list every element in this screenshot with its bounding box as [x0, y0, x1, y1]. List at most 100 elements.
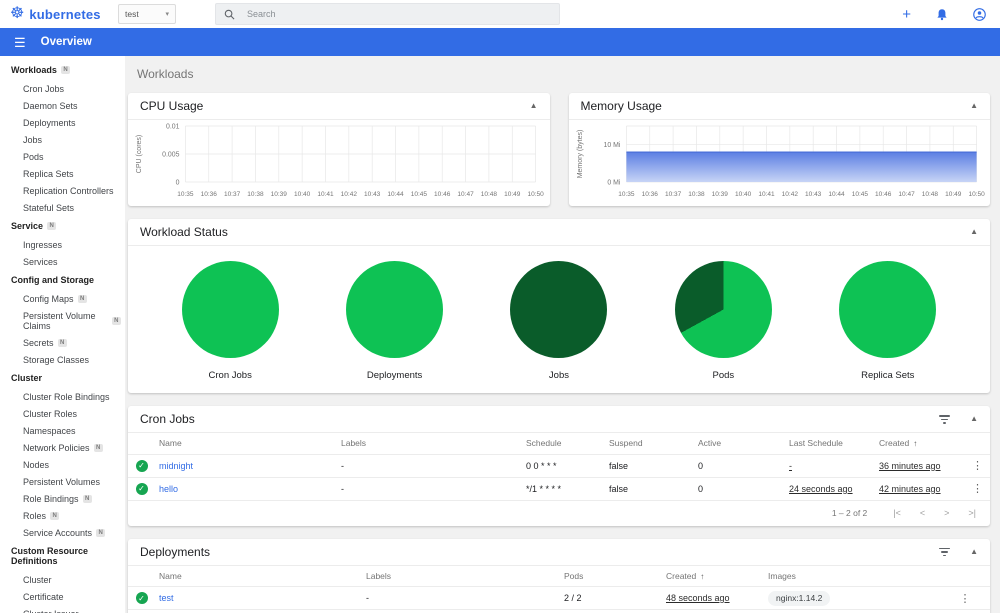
success-check-icon: ✓ — [135, 482, 148, 495]
status-cell: ✓ — [128, 477, 155, 501]
sidebar-item-label: Cluster Roles — [23, 408, 78, 419]
account-icon[interactable] — [973, 7, 986, 21]
sidebar-item-stateful-sets[interactable]: Stateful Sets — [0, 199, 125, 216]
filter-icon[interactable] — [939, 414, 951, 424]
column-header-labels[interactable]: Labels — [337, 433, 522, 455]
sidebar-item-cron-jobs[interactable]: Cron Jobs — [0, 80, 125, 97]
collapse-button[interactable]: ▲ — [970, 414, 978, 423]
create-resource-button[interactable]: + — [902, 5, 911, 23]
sidebar-section-config-and-storage: Config and Storage — [0, 270, 125, 290]
first-page-button[interactable]: |< — [893, 508, 901, 518]
column-header-active[interactable]: Active — [694, 433, 785, 455]
svg-text:10:48: 10:48 — [481, 191, 498, 198]
next-page-button[interactable]: > — [944, 508, 950, 518]
labels-cell: - — [337, 477, 522, 501]
sidebar-item-roles[interactable]: Roles N — [0, 507, 125, 524]
resource-link[interactable]: midnight — [159, 460, 194, 471]
cpu-usage-chart: 0 0.005 0.01 10:35 10:36 10:37 10:38 10:39 10:40… — [136, 123, 544, 198]
images-cell: nginx:1.14.2 — [764, 609, 940, 613]
row-menu-button[interactable]: ⋮ — [965, 477, 990, 501]
sidebar-item-label: Pods — [23, 151, 44, 162]
row-menu-button[interactable]: ⋮ — [940, 586, 990, 610]
filter-icon[interactable] — [939, 547, 951, 557]
svg-text:0.01: 0.01 — [166, 123, 180, 130]
sidebar-item-cluster-role-bindings[interactable]: Cluster Role Bindings — [0, 388, 125, 405]
collapse-button[interactable]: ▲ — [970, 546, 978, 556]
column-header-pods[interactable]: Pods — [560, 565, 662, 587]
search-input[interactable] — [247, 9, 551, 19]
sidebar-nav: Workloads N Cron Jobs Daemon Sets Deployment… — [0, 56, 125, 613]
sidebar-item-daemon-sets[interactable]: Daemon Sets — [0, 97, 125, 114]
prev-page-button[interactable]: < — [919, 508, 926, 518]
collapse-button[interactable]: ▲ — [970, 101, 978, 110]
memory-usage-title: Memory Usage — [580, 99, 662, 113]
pie-chart-cron-jobs — [181, 261, 279, 358]
sidebar-item-jobs[interactable]: Jobs — [0, 131, 125, 148]
sidebar-item-replica-sets[interactable]: Replica Sets — [0, 165, 125, 182]
sidebar-item-persistent-volume-claims[interactable]: Persistent Volume Claims N — [0, 307, 125, 334]
workload-pie-deployments: Deployments — [335, 261, 455, 381]
collapse-button[interactable]: ▲ — [529, 101, 538, 110]
memory-usage-chart: 0 Mi 10 Mi 10:35 10:36 10:37 10:38 10:39 10:40 1… — [576, 125, 985, 198]
table-row: ✓ midnight -0 0 * * * false 0-36 minutes ago… — [128, 454, 990, 478]
sidebar-section-service[interactable]: Service N — [0, 216, 125, 236]
workload-status-card: Workload Status ▲ Cron Jobs Deployments Jo… — [128, 219, 990, 393]
workload-pie-jobs: Jobs — [499, 261, 619, 381]
deployments-card: Deployments ▲ Name Labels Pods Created ↑ Imag… — [128, 538, 990, 613]
sidebar-item-network-policies[interactable]: Network Policies N — [0, 439, 125, 456]
column-header-suspend[interactable]: Suspend — [605, 433, 694, 455]
column-header-name[interactable]: Name — [155, 433, 337, 455]
page-toolbar-title: Overview — [40, 36, 92, 48]
sidebar-item-cluster-issuer[interactable]: Cluster Issuer — [0, 605, 125, 613]
sidebar-item-label: Replica Sets — [23, 168, 74, 179]
column-header-images[interactable]: Images — [764, 565, 940, 587]
namespaced-badge: N — [50, 511, 60, 520]
sidebar-item-secrets[interactable]: Secrets N — [0, 334, 125, 351]
sidebar-item-role-bindings[interactable]: Role Bindings N — [0, 490, 125, 507]
sidebar-item-config-maps[interactable]: Config Maps N — [0, 290, 125, 307]
sidebar-item-namespaces[interactable]: Namespaces — [0, 422, 125, 439]
success-check-icon: ✓ — [135, 592, 148, 604]
sidebar-section-label: Custom Resource Definitions — [11, 546, 89, 566]
svg-text:10:45: 10:45 — [851, 191, 868, 198]
row-menu-button[interactable]: ⋮ — [940, 609, 990, 613]
row-menu-button[interactable]: ⋮ — [965, 454, 990, 478]
kubernetes-logo[interactable]: ☸ kubernetes — [0, 6, 118, 22]
column-header-actions — [940, 565, 990, 587]
sidebar-section-workloads[interactable]: Workloads N — [0, 60, 125, 80]
sidebar-item-deployments[interactable]: Deployments — [0, 114, 125, 131]
column-header-created[interactable]: Created ↑ — [662, 565, 764, 587]
collapse-button[interactable]: ▲ — [970, 227, 978, 236]
pods-cell: 2 / 2 — [560, 586, 662, 610]
resource-link[interactable]: hello — [159, 483, 179, 494]
last-page-button[interactable]: >| — [968, 508, 976, 518]
sidebar-item-pods[interactable]: Pods — [0, 148, 125, 165]
sidebar-section-custom-resource-definitions: Custom Resource Definitions — [0, 541, 125, 571]
svg-text:10:44: 10:44 — [387, 191, 404, 198]
column-header-name[interactable]: Name — [155, 565, 362, 587]
sidebar-item-services[interactable]: Services — [0, 253, 125, 270]
workload-pie-pods: Pods — [663, 261, 783, 381]
sidebar-item-persistent-volumes[interactable]: Persistent Volumes — [0, 473, 125, 490]
sidebar-item-certificate[interactable]: Certificate — [0, 588, 125, 605]
namespaced-badge: N — [60, 66, 71, 74]
resource-link[interactable]: test — [159, 593, 174, 603]
namespace-selector[interactable]: test ▾ — [118, 4, 176, 24]
menu-hamburger-icon[interactable]: ☰ — [14, 34, 26, 50]
sidebar-item-storage-classes[interactable]: Storage Classes — [0, 351, 125, 368]
success-check-icon: ✓ — [135, 459, 148, 472]
search-bar[interactable] — [215, 3, 560, 25]
column-header-last-schedule[interactable]: Last Schedule — [785, 433, 875, 455]
sidebar-item-ingresses[interactable]: Ingresses — [0, 236, 125, 253]
column-header-created[interactable]: Created ↑ — [875, 433, 965, 455]
sidebar-item-replication-controllers[interactable]: Replication Controllers — [0, 182, 125, 199]
notifications-bell-icon[interactable] — [936, 8, 948, 21]
column-header-schedule[interactable]: Schedule — [522, 433, 605, 455]
sidebar-item-service-accounts[interactable]: Service Accounts N — [0, 524, 125, 541]
sidebar-item-nodes[interactable]: Nodes — [0, 456, 125, 473]
column-header-labels[interactable]: Labels — [362, 565, 560, 587]
sidebar-item-cluster-roles[interactable]: Cluster Roles — [0, 405, 125, 422]
created-cell: 48 seconds ago — [662, 586, 764, 610]
pie-label: Jobs — [548, 370, 569, 381]
sidebar-item-cluster[interactable]: Cluster — [0, 571, 125, 588]
